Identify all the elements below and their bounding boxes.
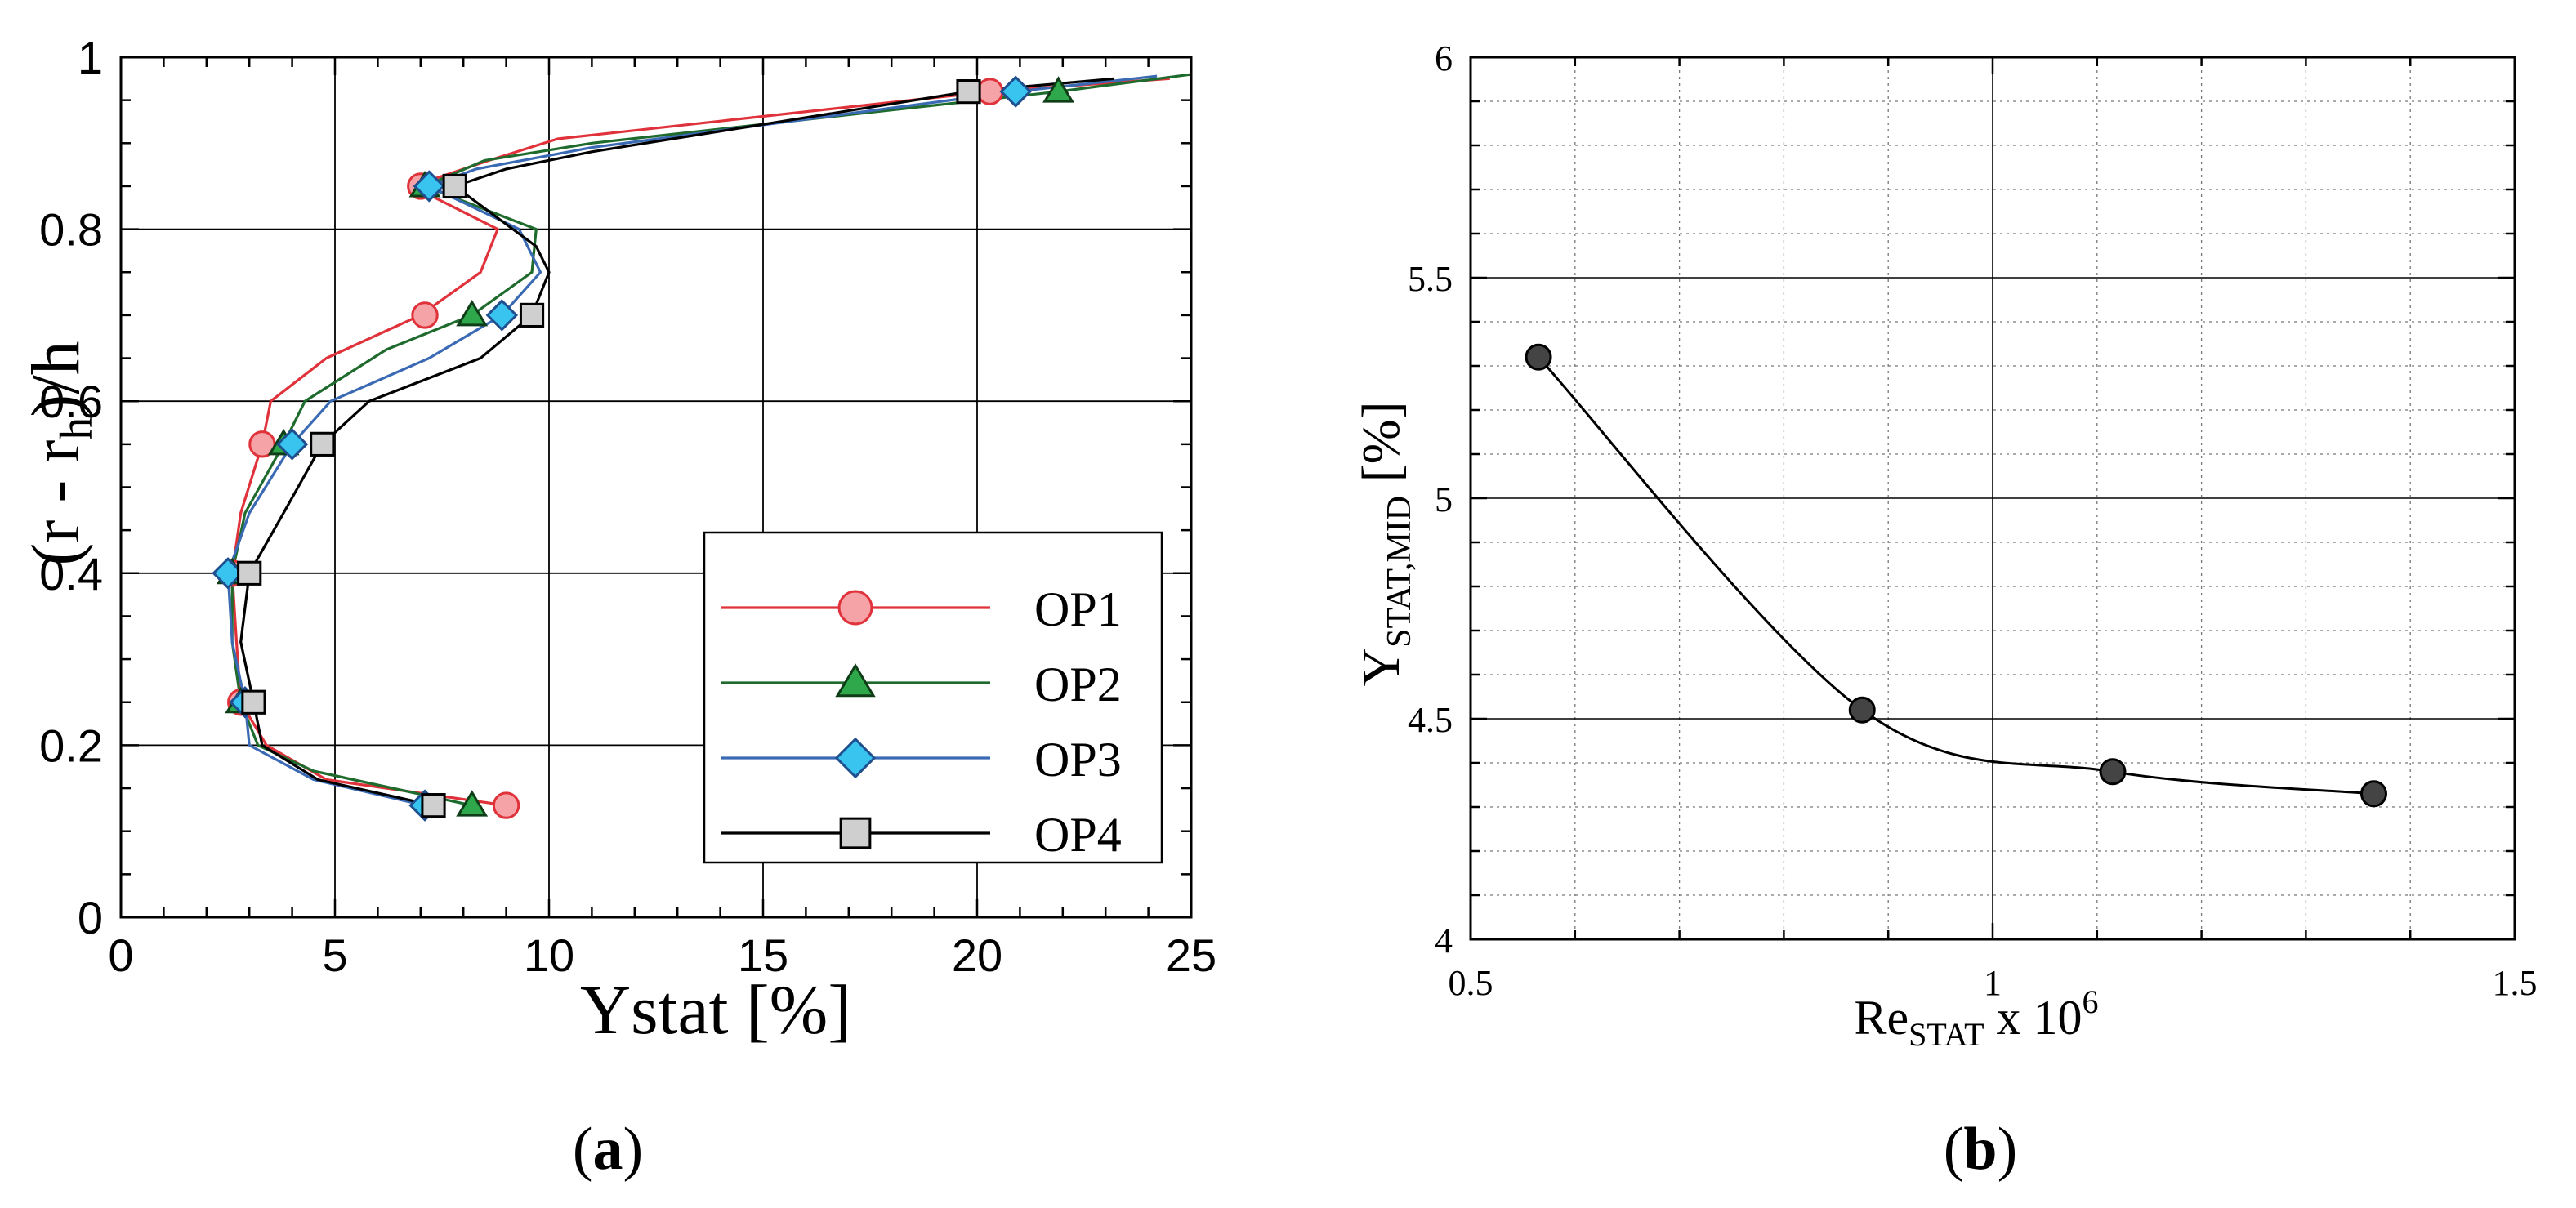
a-point-op2	[1042, 76, 1075, 103]
a-y-tick-label: 0.6	[39, 376, 103, 427]
a-x-axis-label: Ystat [%]	[580, 970, 851, 1049]
panel-label-a: (a)	[573, 1116, 643, 1183]
a-series-markers	[212, 75, 1075, 822]
b-x-label-sup: 6	[2083, 983, 2099, 1020]
b-x-axis-label: ReSTAT x 106	[1854, 983, 2098, 1053]
panel-b: 0.5 1 1.544.555.56 ReSTAT x 106 YSTAT,MID …	[1351, 38, 2538, 1183]
panel-a: 0 5 10 15 20 25 0 0.2 0.4 0.6 0.8 1 OP1 OP2 OP3 OP4 Ys…	[18, 32, 1217, 1183]
a-y-axis-label: (r - rh)/h	[18, 341, 102, 565]
a-point-op4	[241, 689, 266, 715]
a-point-op4	[519, 302, 545, 328]
panel-label-b-letter: b	[1963, 1116, 1997, 1183]
a-x-tick-label: 20	[952, 929, 1002, 981]
b-x-tick-label: 0.5	[1449, 963, 1493, 1003]
legend-marker-op1	[837, 590, 873, 626]
a-point-op4	[442, 173, 467, 199]
a-x-tick-label: 0	[108, 929, 133, 981]
b-ticks	[1469, 56, 2516, 941]
legend-label-op2: OP2	[1034, 657, 1122, 711]
b-x-label-sub: STAT	[1909, 1016, 1984, 1053]
panel-label-a-letter: a	[593, 1116, 623, 1183]
a-point-op3	[413, 170, 446, 203]
b-grid	[1471, 57, 2515, 939]
a-grid	[121, 57, 1191, 917]
b-y-axis-label: YSTAT,MID [%]	[1351, 401, 1418, 686]
b-y-label-sub: STAT,MID	[1381, 496, 1418, 648]
b-y-label-main: Y	[1351, 648, 1411, 687]
b-data-point	[1525, 343, 1552, 371]
a-point-op1	[411, 301, 439, 329]
b-y-tick-label: 4	[1435, 920, 1453, 961]
a-x-tick-label: 10	[524, 929, 574, 981]
a-point-op3	[999, 75, 1032, 108]
a-point-op1	[976, 78, 1004, 105]
a-y-tick-label: 1	[78, 32, 103, 83]
a-x-tick-label: 5	[322, 929, 347, 981]
legend-label-op1: OP1	[1034, 582, 1122, 636]
legend-label-op4: OP4	[1034, 808, 1122, 862]
b-tick-labels: 0.5 1 1.5 4 4.5 5 5.5 6	[1408, 38, 2538, 1003]
b-data-point	[2099, 758, 2127, 786]
a-point-op3	[485, 299, 519, 332]
a-point-op2	[456, 299, 489, 327]
a-y-label-sub: h	[51, 417, 102, 440]
b-data-point	[2359, 780, 2387, 808]
a-y-tick-label: 0.8	[39, 204, 103, 256]
a-point-op4	[237, 560, 262, 586]
b-y-tick-label: 4.5	[1408, 700, 1453, 740]
a-y-tick-label: 0	[78, 892, 103, 943]
a-x-tick-label: 25	[1166, 929, 1217, 981]
legend-box	[703, 531, 1163, 864]
a-point-op1	[492, 791, 520, 819]
b-y-tick-label: 5.5	[1408, 259, 1453, 299]
b-markers	[1525, 343, 2387, 808]
a-ticks	[119, 56, 1193, 919]
legend-marker-op3	[834, 737, 877, 779]
b-y-tick-label: 6	[1435, 38, 1453, 78]
panel-label-b: (b)	[1944, 1116, 2017, 1183]
b-data-point	[1848, 696, 1876, 724]
b-y-tick-label: 5	[1435, 479, 1453, 519]
a-point-op4	[310, 431, 335, 457]
b-x-tick-label: 1	[1984, 963, 2002, 1003]
legend-marker-op4	[839, 817, 872, 849]
a-point-op4	[956, 79, 981, 105]
b-x-label-suffix: x 10	[1984, 991, 2083, 1045]
b-x-tick-label: 1.5	[2493, 963, 2538, 1003]
a-point-op2	[456, 790, 489, 817]
a-x-tick-label: 15	[738, 929, 788, 981]
legend-marker-op2	[835, 663, 876, 698]
a-y-label-suffix: )/h	[18, 341, 94, 417]
b-curve	[1537, 356, 2374, 796]
a-y-label-prefix: (r - r	[18, 440, 94, 566]
a-point-op3	[275, 428, 309, 461]
a-point-op4	[421, 793, 446, 818]
b-y-label-suffix: [%]	[1351, 401, 1411, 495]
a-legend: OP1 OP2 OP3 OP4	[703, 531, 1163, 864]
a-y-tick-label: 0.4	[39, 548, 103, 600]
b-x-label-main: Re	[1854, 991, 1909, 1045]
legend-label-op3: OP3	[1034, 733, 1122, 787]
a-tick-labels: 0 5 10 15 20 25 0 0.2 0.4 0.6 0.8 1	[39, 32, 1217, 981]
a-y-tick-label: 0.2	[39, 720, 103, 771]
